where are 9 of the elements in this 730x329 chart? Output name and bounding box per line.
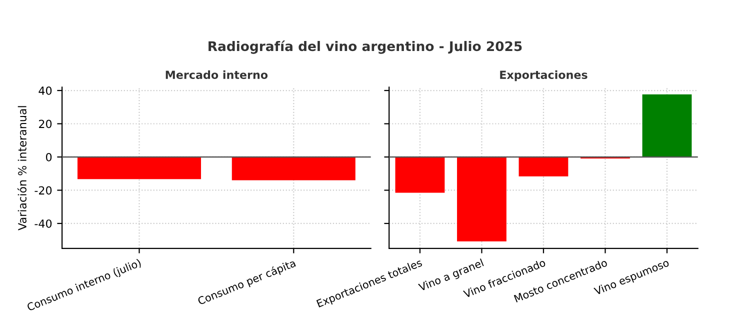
y-tick-label: -40 bbox=[34, 219, 52, 228]
text: Radiografía del vino argentino - Julio 2025 bbox=[208, 40, 522, 54]
y-tick-label: 20 bbox=[39, 120, 52, 128]
y-tick-label: 0 bbox=[46, 152, 52, 162]
y-tick-label: -20 bbox=[34, 186, 52, 195]
chart-title: Mercado interno bbox=[166, 70, 268, 80]
chart-title: Exportaciones bbox=[500, 70, 588, 82]
y-axis-title: Variación % interanual bbox=[17, 106, 26, 230]
y-tick-label: 40 bbox=[38, 86, 52, 95]
